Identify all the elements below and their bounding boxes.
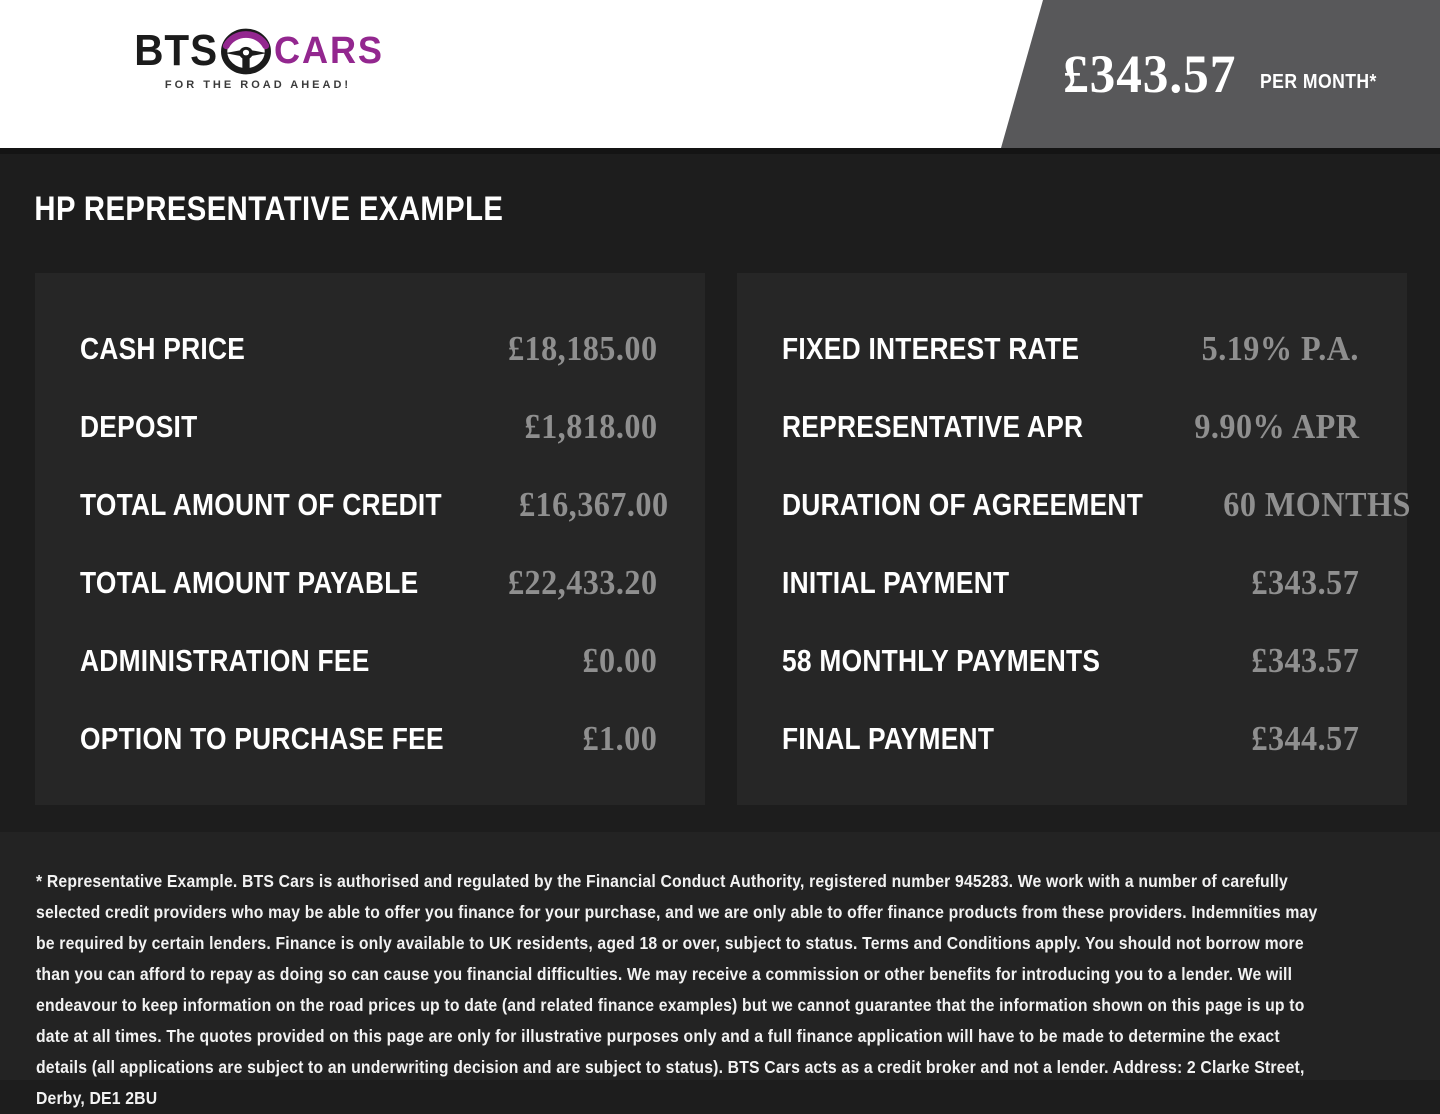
legal-footer: * Representative Example. BTS Cars is au… [0,832,1440,1108]
finance-value: £1,818.00 [524,407,657,446]
finance-row: REPRESENTATIVE APR 9.90% APR [782,407,1359,447]
finance-panel-right: FIXED INTEREST RATE 5.19% P.A. REPRESENT… [737,273,1410,805]
finance-label: 58 MONTHLY PAYMENTS [782,643,1101,678]
finance-value: 60 MONTHS [1223,485,1411,524]
monthly-price-flag: £343.57 PER MONTH* [1001,0,1440,148]
finance-value: 5.19% P.A. [1201,329,1359,368]
finance-label: TOTAL AMOUNT PAYABLE [80,565,419,600]
brand-tagline: FOR THE ROAD AHEAD! [164,79,352,91]
finance-row: OPTION TO PURCHASE FEE £1.00 [80,719,657,759]
representative-example-disclaimer: * Representative Example. BTS Cars is au… [36,871,1318,1108]
finance-label: FIXED INTEREST RATE [782,331,1080,366]
brand-name-secondary: CARS [273,29,384,72]
finance-value: £16,367.00 [518,485,669,524]
finance-label: REPRESENTATIVE APR [782,409,1084,444]
finance-label: ADMINISTRATION FEE [80,643,370,678]
finance-row: TOTAL AMOUNT PAYABLE £22,433.20 [80,563,657,603]
finance-row: 58 MONTHLY PAYMENTS £343.57 [782,641,1359,681]
finance-panel-left: CASH PRICE £18,185.00 DEPOSIT £1,818.00 … [35,273,705,805]
finance-label: TOTAL AMOUNT OF CREDIT [80,487,442,522]
finance-label: FINAL PAYMENT [782,721,995,756]
monthly-price-period: PER MONTH* [1259,70,1377,93]
finance-value: £1.00 [582,719,657,758]
finance-label: OPTION TO PURCHASE FEE [80,721,444,756]
header-divider [0,148,1440,154]
brand-name-primary: BTS [133,26,218,75]
finance-label: DURATION OF AGREEMENT [782,487,1144,522]
page-title: HP REPRESENTATIVE EXAMPLE [34,190,504,228]
finance-value: £343.57 [1251,641,1359,680]
finance-label: INITIAL PAYMENT [782,565,1010,600]
finance-row: INITIAL PAYMENT £343.57 [782,563,1359,603]
finance-panels: CASH PRICE £18,185.00 DEPOSIT £1,818.00 … [35,273,1410,805]
finance-example-section: HP REPRESENTATIVE EXAMPLE CASH PRICE £18… [0,154,1440,832]
finance-label: DEPOSIT [80,409,198,444]
steering-wheel-icon [220,28,271,75]
brand-logo: BTS CARS FOR THE ROAD AHEAD! [128,26,388,91]
finance-row: DEPOSIT £1,818.00 [80,407,657,447]
finance-value: £22,433.20 [507,563,657,602]
finance-row: FINAL PAYMENT £344.57 [782,719,1359,759]
finance-row: ADMINISTRATION FEE £0.00 [80,641,657,681]
finance-row: DURATION OF AGREEMENT 60 MONTHS [782,485,1410,525]
finance-value: £343.57 [1251,563,1359,602]
finance-row: FIXED INTEREST RATE 5.19% P.A. [782,329,1359,369]
finance-value: £344.57 [1251,719,1359,758]
finance-value: £18,185.00 [507,329,657,368]
header-bar: BTS CARS FOR THE ROAD AHEAD! £343.57 PER… [0,0,1440,148]
finance-value: 9.90% APR [1193,407,1359,446]
finance-label: CASH PRICE [80,331,246,366]
finance-row: CASH PRICE £18,185.00 [80,329,657,369]
finance-value: £0.00 [582,641,657,680]
monthly-price-amount: £343.57 [1063,44,1237,104]
finance-row: TOTAL AMOUNT OF CREDIT £16,367.00 [80,485,668,525]
